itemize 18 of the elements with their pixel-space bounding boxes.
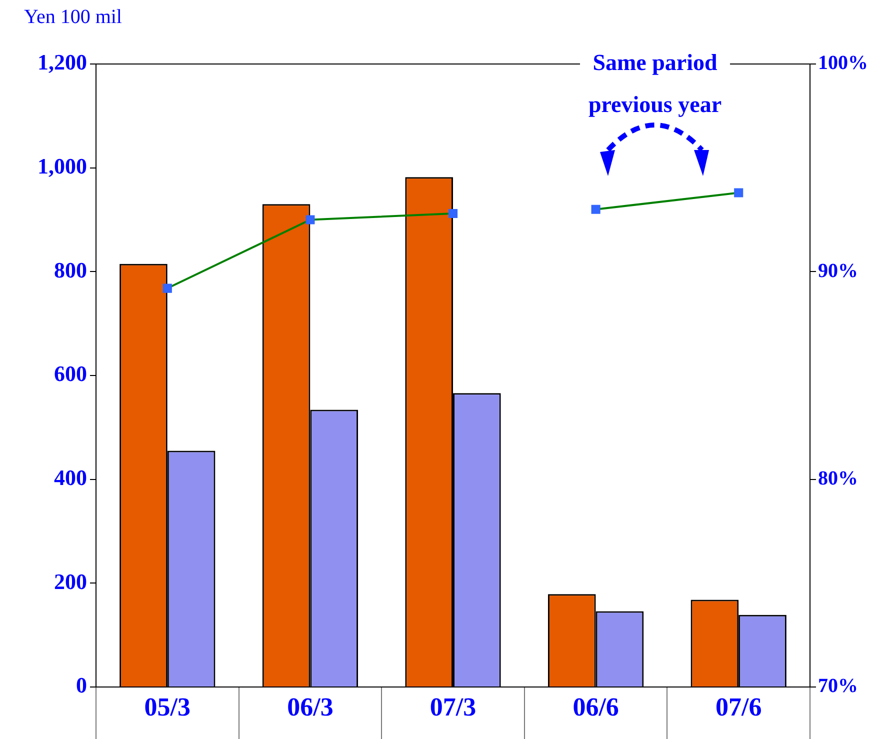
y2-tick-label: 70% <box>818 675 858 698</box>
y-tick-label: 1,000 <box>38 154 87 179</box>
y-tick-label: 200 <box>54 568 87 594</box>
y-tick-label: 800 <box>54 257 87 282</box>
y-tick-label: 1,200 <box>38 50 87 75</box>
y2-tick-label: 80% <box>818 468 858 490</box>
y2-tick-label: 90% <box>818 260 858 282</box>
x-tick-label: 07/6 <box>715 692 762 722</box>
annotation: Same pariod previous year <box>580 42 730 126</box>
y-tick-label: 400 <box>54 465 87 490</box>
y-axis-title: Yen 100 mil <box>24 6 122 29</box>
x-tick-label: 06/6 <box>572 692 619 722</box>
y-tick-label: 600 <box>54 361 87 386</box>
x-tick-label: 05/3 <box>144 692 191 722</box>
x-tick-label: 06/3 <box>287 692 334 722</box>
y2-tick-label: 100% <box>818 52 868 74</box>
x-tick-label: 07/3 <box>430 692 476 722</box>
y-tick-label: 0 <box>76 672 87 698</box>
